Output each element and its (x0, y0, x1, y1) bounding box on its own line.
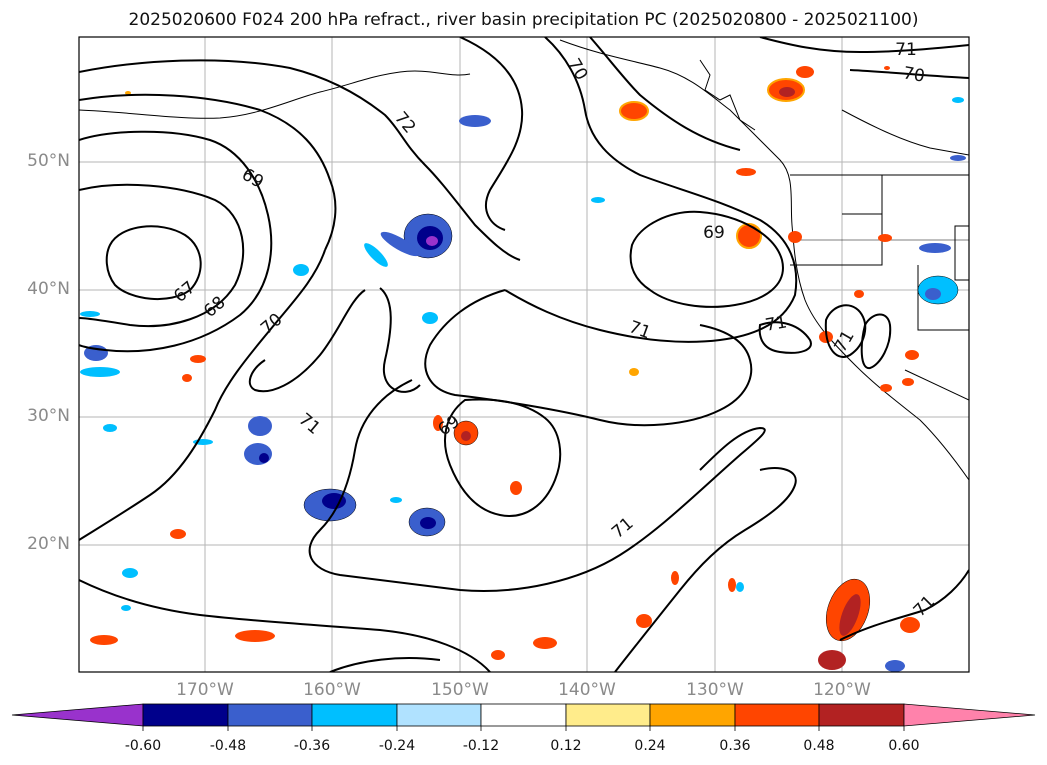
colorbar-segment (565, 703, 651, 727)
lon-label: 150°W (431, 680, 489, 700)
colorbar-tick-label: 0.12 (550, 738, 582, 754)
lon-label: 160°W (303, 680, 361, 700)
colorbar-segment (818, 703, 905, 727)
colorbar-tick-label: 0.24 (634, 738, 666, 754)
colorbar-tick-label: 0.60 (888, 738, 920, 754)
colorbar-extend-high (903, 703, 1036, 727)
colorbar-tick-label: -0.24 (378, 738, 416, 754)
lon-label: 130°W (686, 680, 744, 700)
colorbar-segment (142, 703, 229, 727)
colorbar-tick-label: -0.60 (124, 738, 162, 754)
contour-label: 71 (764, 312, 789, 335)
contour-label: 69 (703, 223, 725, 243)
lon-label: 170°W (176, 680, 234, 700)
colorbar-segment (311, 703, 398, 727)
colorbar-tick-label: 0.48 (803, 738, 835, 754)
colorbar-ticks (142, 726, 905, 731)
colorbar-extend-low (11, 703, 144, 727)
colorbar-segment (649, 703, 736, 727)
map-title: 2025020600 F024 200 hPa refract., river … (128, 10, 919, 30)
map-background (79, 37, 969, 672)
lat-label: 50°N (27, 151, 70, 171)
precip-negative (80, 97, 966, 672)
contour-label: 71 (895, 40, 917, 60)
colorbar-tick-label: -0.36 (293, 738, 331, 754)
colorbar-segment (227, 703, 313, 727)
lon-label: 140°W (558, 680, 616, 700)
refractivity-contours (79, 37, 969, 672)
colorbar-tick-label: -0.12 (462, 738, 500, 754)
lat-label: 30°N (27, 406, 70, 426)
colorbar-segment (734, 703, 820, 727)
colorbar-segment (396, 703, 482, 727)
lat-label: 40°N (27, 279, 70, 299)
colorbar-segment (480, 703, 567, 727)
map-frame (78, 36, 970, 673)
coastlines (79, 39, 969, 481)
precip-positive (90, 66, 920, 670)
colorbar (11, 703, 1036, 731)
contour-label: 70 (901, 63, 926, 86)
colorbar-tick-label: 0.36 (719, 738, 751, 754)
colorbar-tick-label: -0.48 (209, 738, 247, 754)
lon-label: 120°W (813, 680, 871, 700)
lat-label: 20°N (27, 534, 70, 554)
